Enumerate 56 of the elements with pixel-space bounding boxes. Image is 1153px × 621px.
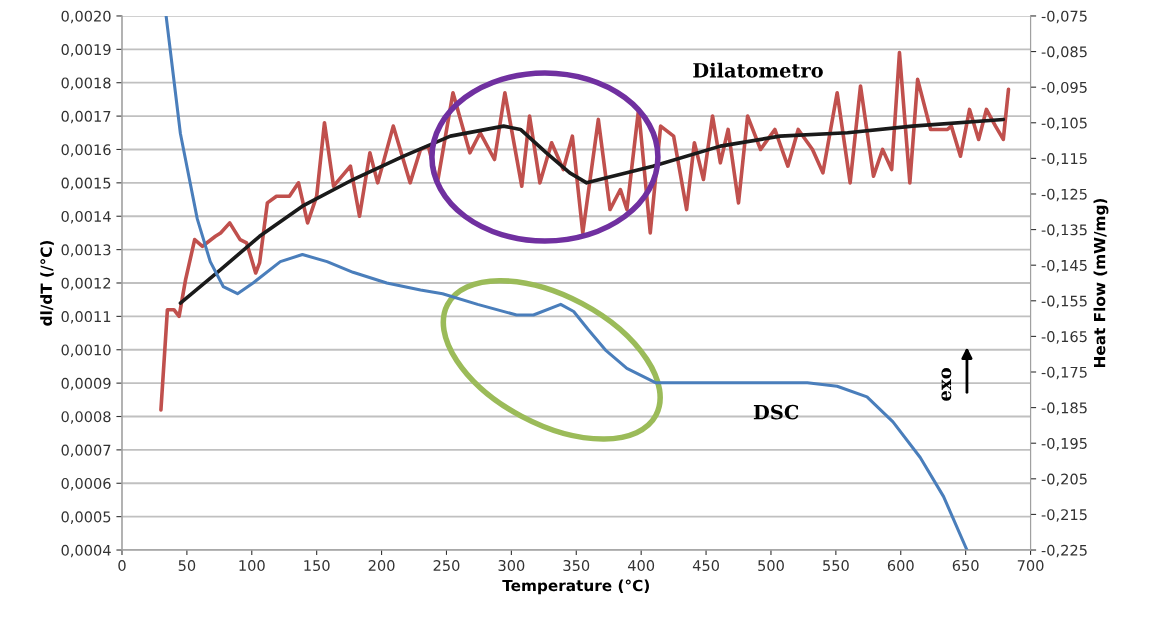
y2-tick-label: -0,205 [1041, 473, 1087, 487]
y-tick-label: 0,0019 [61, 44, 111, 57]
y2-tick-label: -0,105 [1041, 117, 1087, 131]
x-tick-label: 450 [692, 560, 720, 572]
annotation: exo [941, 368, 952, 401]
y-tick-label: 0,0017 [61, 110, 111, 124]
x-tick-label: 200 [368, 560, 395, 572]
y-tick-label: 0,0011 [61, 311, 111, 324]
y-tick-label: 0,0010 [61, 344, 111, 357]
y2-tick-label: -0,185 [1041, 402, 1087, 415]
y-tick-label: 0,0015 [61, 177, 111, 191]
y-tick-label: 0,0009 [61, 377, 111, 391]
x-tick-label: 50 [178, 560, 196, 572]
y2-axis-title: Heat Flow (mW/mg) [1093, 198, 1109, 368]
series-label: DSC [753, 404, 799, 420]
x-axis-title: Temperature (°C) [502, 579, 649, 595]
y-axis-title: dl/dT (/°C) [40, 240, 54, 326]
y-tick-label: 0,0018 [61, 77, 111, 90]
line-series [178, 117, 1006, 305]
y-tick-label: 0,0005 [61, 511, 111, 524]
x-tick-label: 300 [498, 560, 525, 572]
y-tick-label: 0,0016 [61, 144, 111, 157]
y2-tick-label: -0,115 [1041, 153, 1087, 166]
x-tick-label: 250 [433, 560, 460, 572]
y-tick-label: 0,0014 [61, 210, 111, 224]
y2-tick-label: -0,145 [1041, 259, 1087, 273]
y-tick-label: 0,0012 [61, 277, 111, 291]
x-tick-label: 500 [758, 560, 784, 572]
x-tick-label: 400 [627, 560, 655, 572]
x-tick-label: 550 [823, 560, 849, 572]
y2-tick-label: -0,095 [1041, 81, 1087, 95]
x-tick-label: 700 [1017, 560, 1044, 572]
x-tick-label: 150 [304, 560, 330, 572]
y-tick-label: 0,0006 [61, 477, 111, 491]
y2-tick-label: -0,125 [1041, 188, 1087, 202]
x-tick-label: 0 [118, 560, 126, 572]
y2-tick-label: -0,225 [1041, 544, 1087, 558]
y-tick-label: 0,0008 [61, 411, 111, 424]
x-tick-label: 350 [563, 560, 590, 572]
y-tick-label: 0,0013 [61, 244, 111, 257]
y2-tick-label: -0,165 [1041, 331, 1087, 344]
x-tick-label: 650 [952, 560, 979, 572]
y-tick-label: 0,0020 [61, 10, 111, 24]
y2-tick-label: -0,195 [1041, 437, 1087, 451]
x-tick-label: 100 [239, 560, 265, 572]
series-label: Dilatometro [693, 62, 823, 78]
y2-tick-label: -0,175 [1041, 366, 1087, 380]
y2-tick-label: -0,085 [1041, 46, 1087, 59]
x-tick-label: 600 [887, 560, 914, 572]
y2-tick-label: -0,135 [1041, 224, 1087, 237]
y2-tick-label: -0,215 [1041, 509, 1087, 522]
line-series [164, 15, 969, 551]
y-tick-label: 0,0007 [61, 444, 111, 458]
y2-tick-label: -0,075 [1041, 10, 1087, 24]
y-tick-label: 0,0004 [61, 544, 111, 558]
y2-tick-label: -0,155 [1041, 295, 1087, 309]
